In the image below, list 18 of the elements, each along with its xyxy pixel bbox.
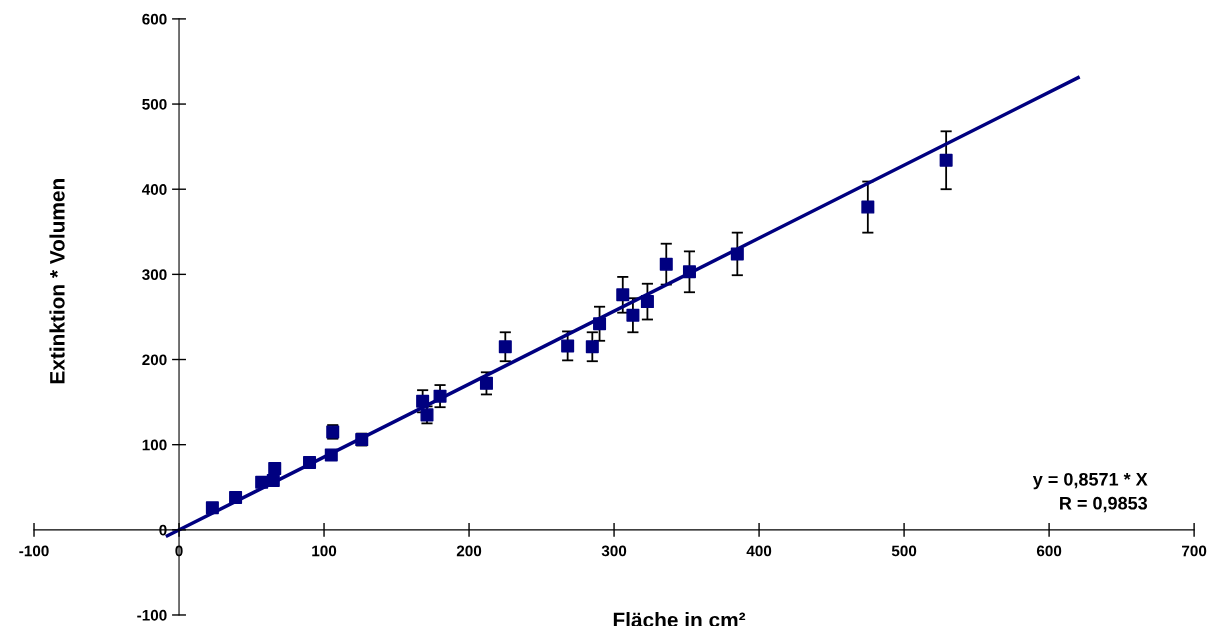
y-tick-label: 100: [142, 439, 167, 451]
y-tick-label: 500: [142, 98, 167, 110]
x-tick-label: 400: [746, 545, 772, 557]
y-tick-label: 600: [142, 13, 167, 25]
annotation: y = 0,8571 * X: [1032, 472, 1148, 490]
y-tick-label: 400: [141, 184, 167, 195]
y-tick-label: 300: [142, 269, 167, 281]
annotation: R = 0,9853: [1060, 496, 1148, 513]
x-tick-label: 500: [891, 545, 917, 557]
x-tick-label: 100: [312, 545, 337, 557]
y-axis-title: Extinktion * Volumen: [49, 179, 65, 384]
y-tick-label: 200: [142, 354, 167, 366]
x-tick-label: 700: [1182, 545, 1207, 557]
x-tick-label: -100: [19, 545, 49, 557]
x-tick-label: 200: [456, 545, 482, 557]
x-tick-label: 600: [1036, 545, 1062, 557]
x-tick-label: 300: [601, 545, 627, 557]
y-tick-label: -100: [137, 609, 167, 621]
